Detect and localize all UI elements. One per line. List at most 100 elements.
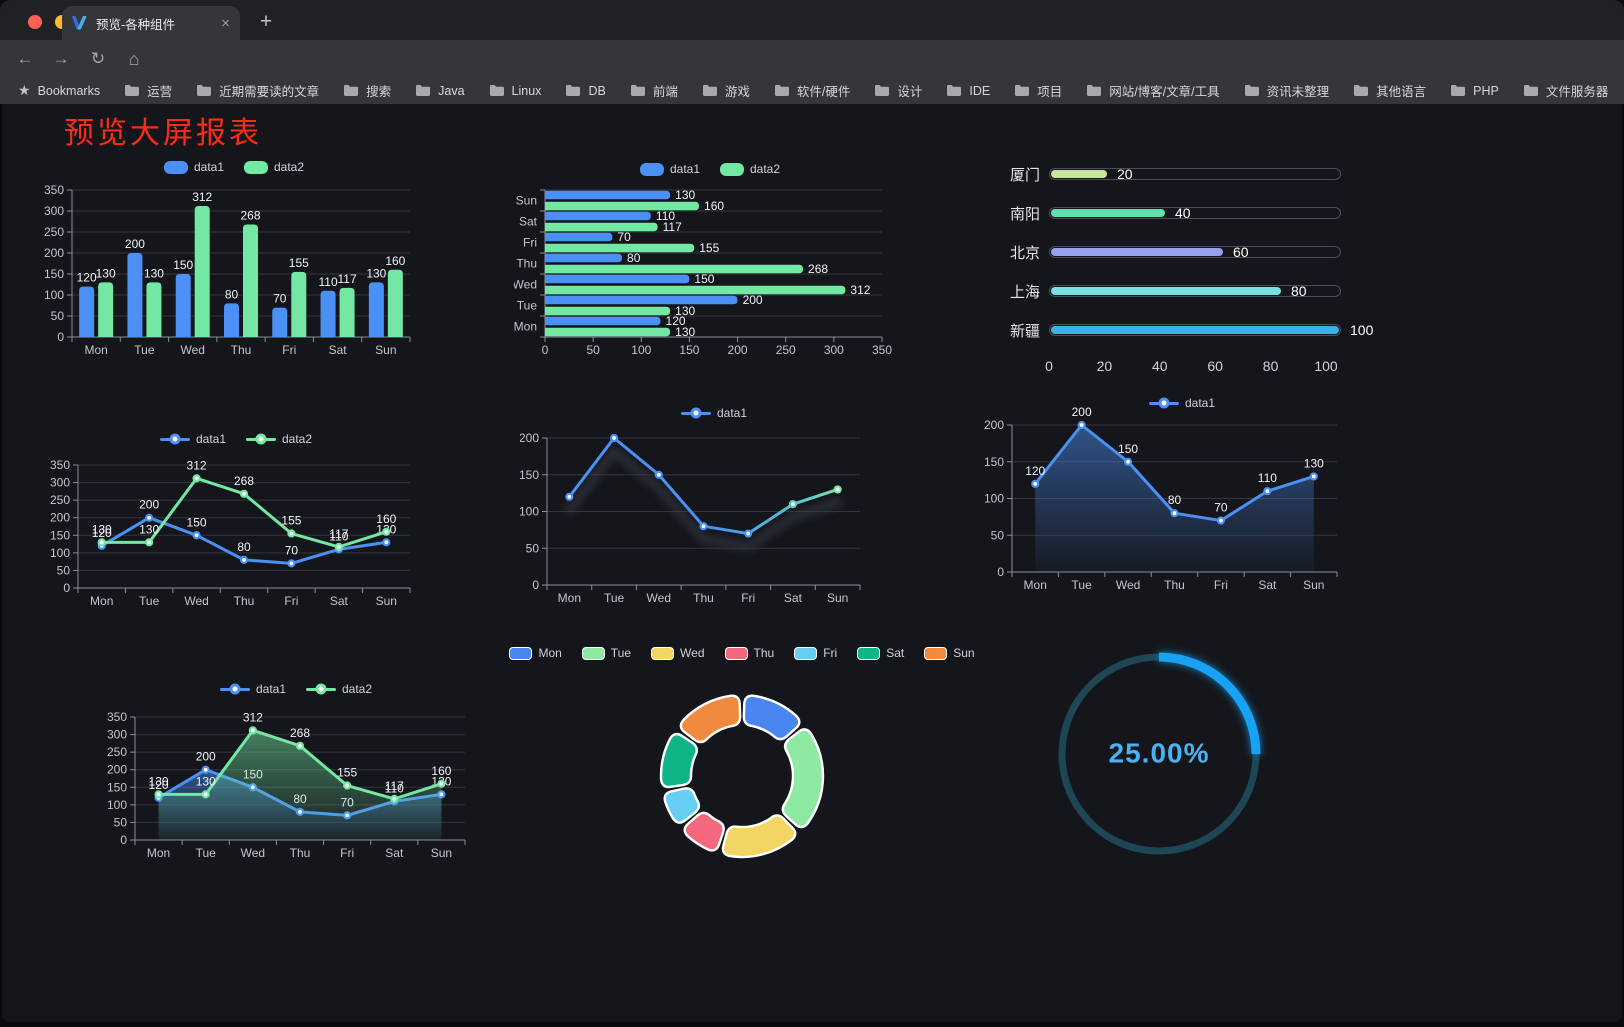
bookmark-folder[interactable]: 游戏 [702, 81, 750, 100]
svg-text:Wed: Wed [514, 278, 537, 292]
svg-text:0: 0 [997, 565, 1004, 579]
browser-tab[interactable]: 预览-各种组件 × [62, 6, 240, 40]
svg-text:Sat: Sat [330, 594, 349, 608]
bookmarks-root[interactable]: ★ Bookmarks [18, 82, 100, 99]
chart-gradient-line[interactable]: data1 0 50 100 150 200 Mon Tue Wed Thu Fri Sat Sun [520, 396, 908, 614]
chart-single-area-line[interactable]: data1 0 50 100 150 200 Mon Tue Wed Thu Fri Sat Sun 12… [977, 386, 1387, 598]
back-icon[interactable]: ← [16, 49, 34, 68]
legend-item-data2[interactable]: data2 [246, 432, 312, 446]
legend-item-Sat[interactable]: Sat [857, 646, 904, 660]
legend-item-Fri[interactable]: Fri [794, 646, 837, 660]
legend-item-data1[interactable]: data1 [219, 682, 286, 696]
page-content: 预览大屏报表 data1 data2 0 50 100 150 200 250 300 350 Mo… [2, 104, 1622, 1022]
legend-item-data1[interactable]: data1 [680, 406, 747, 420]
legend-item-data2[interactable]: data2 [720, 162, 780, 176]
legend-item-data1[interactable]: data1 [163, 160, 224, 174]
legend-item-data1[interactable]: data1 [639, 162, 700, 176]
legend-item-data2[interactable]: data2 [244, 160, 304, 174]
folder-icon [197, 85, 212, 96]
bookmark-folder-label: 前端 [652, 85, 678, 99]
bookmark-folder[interactable]: 设计 [874, 81, 922, 100]
tab-close-icon[interactable]: × [221, 14, 230, 32]
chart-progress-bars[interactable]: 厦门 20 南阳 40 北京 60 上海 80 新疆 100 0 20 40 60 80 100 [1000, 156, 1373, 386]
legend-item-data1[interactable]: data1 [1148, 396, 1215, 410]
chart-donut-pie[interactable]: Mon Tue Wed Thu Fri Sat Sun [509, 638, 975, 890]
bookmark-folder-label: 运营 [147, 85, 173, 99]
svg-text:110: 110 [1258, 471, 1277, 485]
svg-text:Thu: Thu [516, 257, 537, 271]
svg-text:Sat: Sat [1258, 578, 1277, 592]
bookmark-folder[interactable]: Linux [489, 84, 541, 98]
bookmark-folder[interactable]: 运营 [124, 81, 172, 100]
bookmark-folder[interactable]: Java [415, 84, 465, 98]
legend-item-Wed[interactable]: Wed [651, 646, 705, 660]
bookmark-folder[interactable]: 前端 [630, 81, 678, 100]
bookmark-folder[interactable]: 文件服务器 [1523, 81, 1608, 100]
bookmark-folder[interactable]: IDE [946, 84, 990, 98]
legend-item-data2[interactable]: data2 [306, 682, 372, 696]
chart-canvas[interactable]: 0 50 100 150 200 250 300 350 Mon Tue Wed Thu Fri Sat S… [44, 422, 428, 644]
chart-canvas[interactable] [1048, 643, 1270, 865]
folder-icon [702, 85, 717, 96]
chart-canvas[interactable]: 0 50 100 150 200 250 300 350 Mon Tue Wed Thu Fri Sat S… [40, 150, 428, 368]
legend-item-Thu[interactable]: Thu [724, 646, 774, 660]
forward-icon[interactable]: → [52, 49, 70, 68]
bookmark-folder[interactable]: DB [565, 84, 606, 98]
new-tab-button[interactable]: + [259, 10, 273, 33]
legend-marker [1148, 397, 1179, 409]
chart-two-series-area[interactable]: data1 data2 0 50 100 150 200 250 300 350 Mon Tue Wed… [104, 672, 488, 894]
close-window-button[interactable] [28, 15, 42, 29]
bookmark-folder[interactable]: 软件/硬件 [774, 81, 850, 100]
svg-text:Tue: Tue [139, 594, 160, 608]
folder-icon [489, 85, 504, 96]
reload-icon[interactable]: ↻ [90, 49, 106, 68]
svg-text:250: 250 [50, 493, 70, 507]
legend-marker [724, 646, 748, 660]
line-series-data1 [564, 433, 843, 552]
chart-horizontal-bar[interactable]: data1 data2 0 50 100 150 200 250 300 350 Mon Tue Wed… [514, 152, 906, 370]
home-icon[interactable]: ⌂ [128, 49, 140, 69]
star-icon: ★ [18, 82, 31, 98]
legend-label: Fri [823, 646, 838, 660]
svg-text:160: 160 [376, 512, 396, 526]
legend-label: data2 [274, 160, 305, 174]
svg-text:Sun: Sun [431, 846, 452, 860]
svg-text:100: 100 [44, 288, 64, 302]
bookmark-folder[interactable]: 近期需要读的文章 [196, 81, 319, 100]
bookmark-folder[interactable]: PHP [1450, 84, 1499, 98]
legend-item-data1[interactable]: data1 [159, 432, 226, 446]
progress-value: 40 [1175, 205, 1191, 221]
bookmark-folder[interactable]: 资讯未整理 [1244, 81, 1329, 100]
bookmark-folder[interactable]: 其他语言 [1353, 81, 1426, 100]
svg-text:50: 50 [991, 528, 1005, 542]
bookmark-folder[interactable]: 搜索 [343, 81, 391, 100]
progress-row-厦门: 厦门 20 [1000, 164, 1372, 184]
gauge-value-text: 25.00% [1108, 737, 1210, 769]
chart-canvas[interactable]: 0 50 100 150 200 Mon Tue Wed Thu Fri Sat Sun [520, 396, 908, 614]
svg-text:Thu: Thu [1164, 578, 1185, 592]
svg-text:120: 120 [666, 314, 686, 328]
progress-fill [1051, 287, 1281, 295]
chart-grouped-bar[interactable]: data1 data2 0 50 100 150 200 250 300 350 Mon Tue Wed… [40, 150, 428, 368]
svg-text:130: 130 [139, 522, 159, 536]
legend-item-Sun[interactable]: Sun [924, 646, 975, 660]
chart-canvas[interactable]: 0 50 100 150 200 250 300 350 Mon Tue Wed Thu Fri Sat S… [514, 152, 906, 370]
chart-canvas[interactable] [560, 638, 924, 890]
chart-gauge-ring[interactable]: 25.00% [1048, 643, 1270, 865]
bookmark-folder[interactable]: 网站/博客/文章/工具 [1086, 81, 1220, 100]
svg-text:130: 130 [144, 266, 164, 280]
svg-text:150: 150 [50, 528, 70, 542]
chart-legend: data1 data2 [40, 160, 428, 174]
svg-text:80: 80 [237, 540, 251, 554]
legend-item-Tue[interactable]: Tue [581, 646, 631, 660]
bookmark-folder[interactable]: 项目 [1014, 81, 1062, 100]
svg-text:117: 117 [385, 779, 404, 793]
progress-fill [1051, 326, 1339, 334]
progress-axis-tick: 20 [1096, 358, 1113, 374]
chart-two-series-line[interactable]: data1 data2 0 50 100 150 200 250 300 350 Mon Tue Wed… [44, 422, 428, 644]
chart-canvas[interactable]: 0 50 100 150 200 250 300 350 Mon Tue Wed Thu Fri Sat S… [104, 672, 488, 894]
progress-axis-tick: 40 [1152, 358, 1168, 374]
legend-item-Mon[interactable]: Mon [509, 646, 562, 660]
